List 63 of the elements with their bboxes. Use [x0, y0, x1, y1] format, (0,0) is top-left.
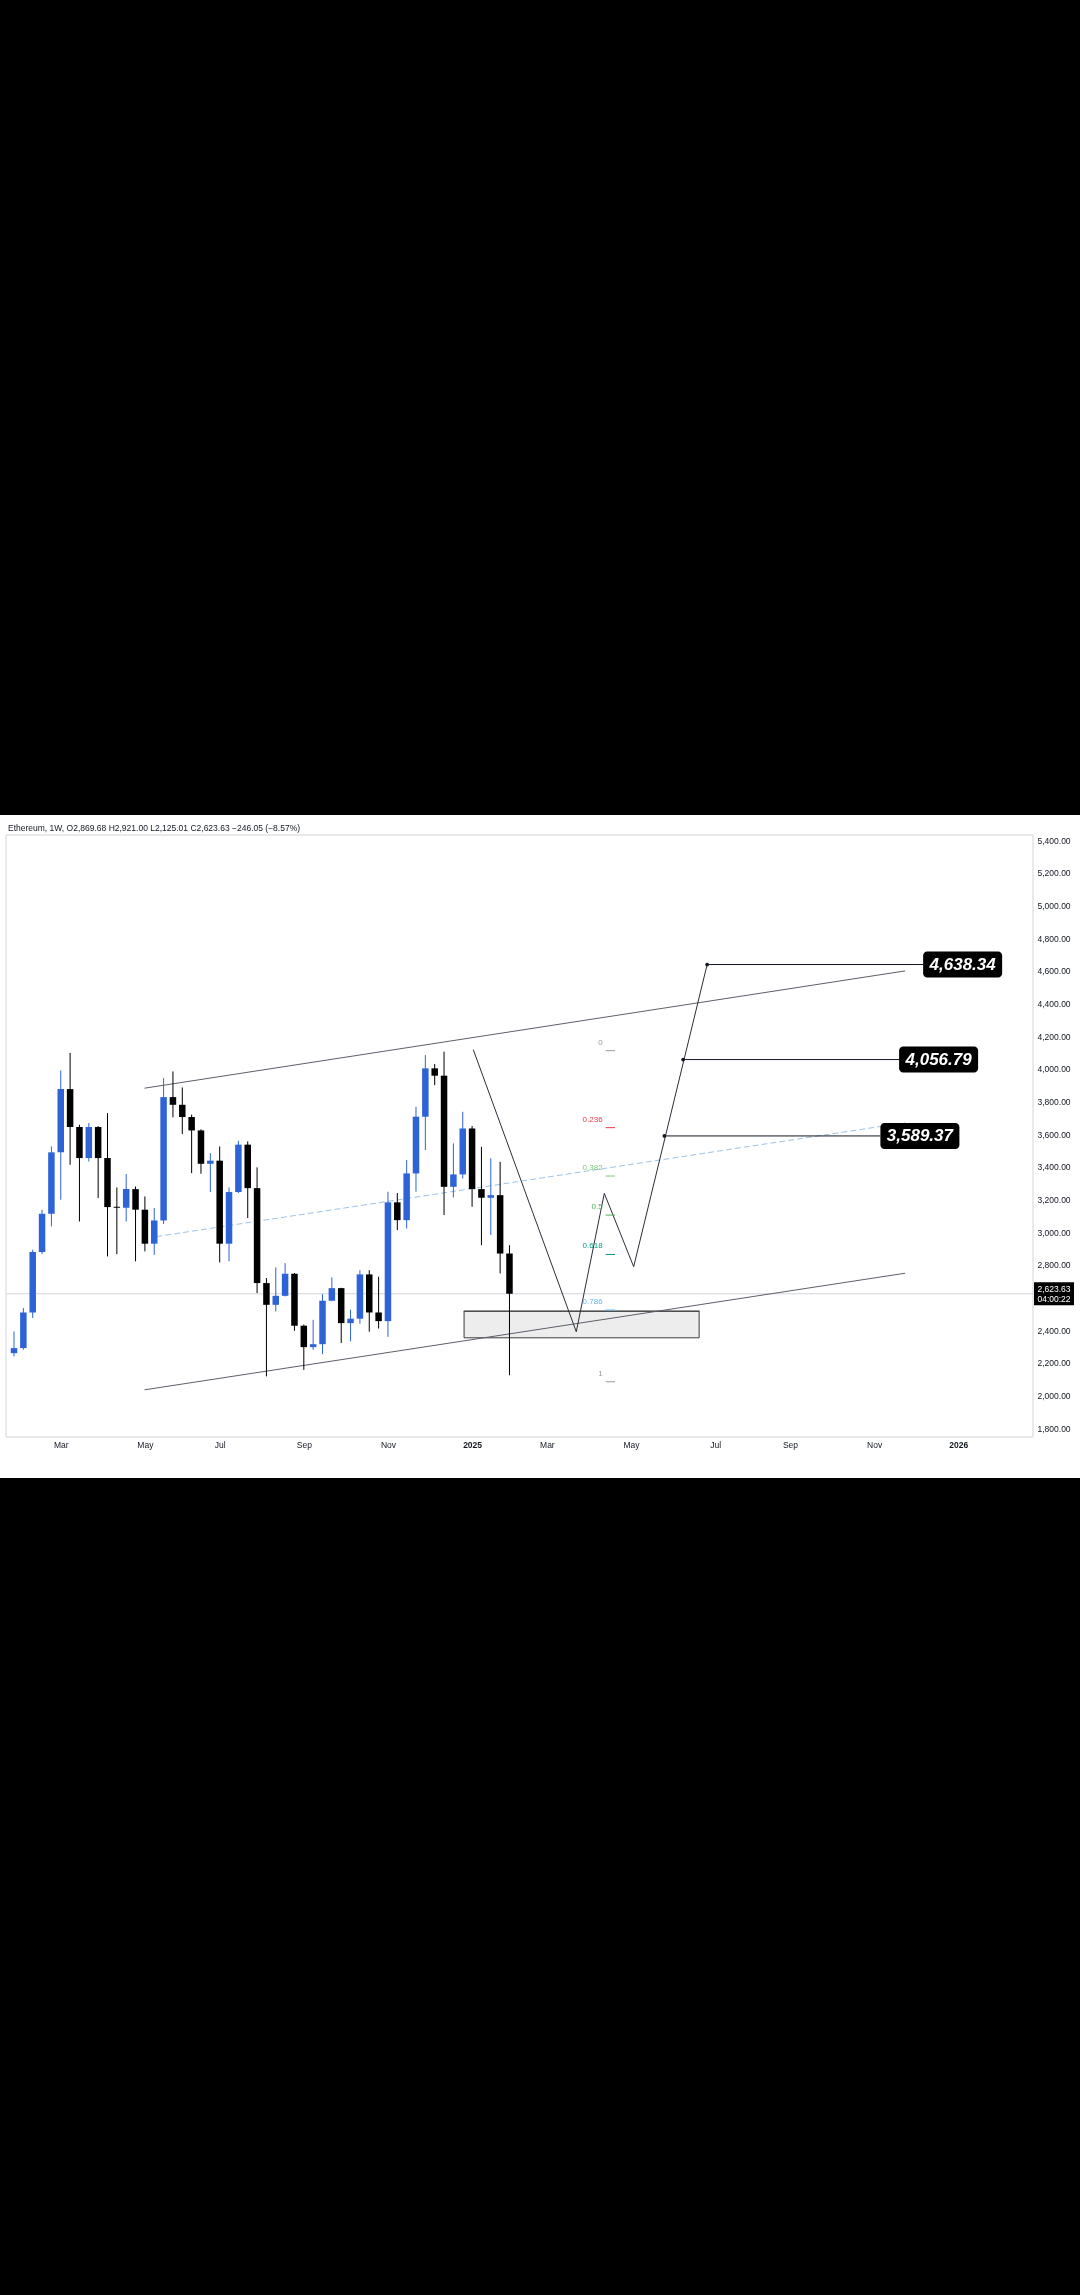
series-label: 0.382 [582, 1163, 604, 1173]
y-tick-label: 1,800.00 [1037, 1423, 1071, 1434]
y-tick-label: 4,600.00 [1037, 966, 1071, 977]
x-tick-label: Nov [867, 1439, 883, 1450]
annotation: 4,056.79 [904, 1049, 973, 1069]
candlestick [132, 1185, 139, 1262]
x-tick-label: May [137, 1439, 155, 1450]
x-tick-label: Sep [782, 1439, 799, 1450]
ref-line-label: 2,623.63 04:00:22 [1037, 1283, 1071, 1304]
y-tick-label: 3,600.00 [1037, 1129, 1071, 1140]
y-tick-label: 4,400.00 [1037, 998, 1071, 1009]
candlestick [207, 1152, 214, 1193]
x-tick-label: 2025 [463, 1439, 483, 1450]
y-tick-label: 4,200.00 [1037, 1031, 1071, 1042]
candlestick [450, 1142, 457, 1198]
candlestick [431, 1063, 438, 1086]
x-tick-label: Mar [53, 1439, 69, 1450]
candlestick [478, 1146, 485, 1246]
candlestick [188, 1114, 195, 1174]
x-tick-label: May [623, 1439, 641, 1450]
candlestick [328, 1276, 336, 1302]
candlestick [309, 1319, 317, 1351]
y-tick-label: 3,400.00 [1037, 1162, 1071, 1173]
x-tick-label: Sep [296, 1439, 313, 1450]
annotation: 4,638.34 [928, 954, 997, 974]
candlestick [272, 1266, 280, 1312]
series-label: 0 [598, 1037, 604, 1047]
candlestick [300, 1324, 308, 1371]
y-tick-label: 3,200.00 [1037, 1195, 1071, 1206]
candlestick [150, 1207, 158, 1256]
candlestick [263, 1277, 270, 1377]
y-tick-label: 2,800.00 [1037, 1260, 1071, 1271]
candlestick [487, 1157, 495, 1236]
series-label: 0.236 [582, 1114, 604, 1124]
y-tick-label: 4,000.00 [1037, 1064, 1071, 1075]
series-label: 1 [598, 1368, 604, 1378]
x-tick-label: Jul [214, 1439, 226, 1450]
annotation: 3,589.37 [886, 1125, 955, 1145]
candlestick [347, 1309, 354, 1342]
series-label: 0.618 [582, 1241, 604, 1251]
chart-title: Ethereum, 1W, O2,869.68 H2,921.00 L2,125.01 C2,623.63 −246.05 (−8.57%) [8, 822, 301, 833]
candlestick [122, 1173, 130, 1222]
y-tick-label: 2,000.00 [1037, 1391, 1071, 1402]
candlestick [394, 1192, 401, 1231]
y-tick-label: 2,400.00 [1037, 1325, 1071, 1336]
line-series [472, 964, 708, 1333]
y-tick-label: 5,200.00 [1037, 868, 1071, 879]
candlestick [375, 1276, 382, 1329]
candlestick [113, 1186, 121, 1255]
y-tick-label: 5,000.00 [1037, 900, 1071, 911]
y-tick-label: 2,200.00 [1037, 1358, 1071, 1369]
x-tick-label: Mar [540, 1439, 555, 1450]
y-tick-label: 3,800.00 [1037, 1097, 1071, 1108]
y-tick-label: 5,400.00 [1037, 835, 1071, 846]
candlestick [10, 1330, 18, 1357]
candlestick [169, 1070, 177, 1118]
y-tick-label: 3,000.00 [1037, 1227, 1071, 1238]
candlestick [281, 1262, 289, 1297]
x-tick-label: Jul [710, 1439, 722, 1450]
x-tick-label: Nov [380, 1439, 397, 1450]
x-tick-label: 2026 [949, 1439, 969, 1450]
y-tick-label: 4,800.00 [1037, 933, 1071, 944]
candlestick [179, 1086, 186, 1135]
